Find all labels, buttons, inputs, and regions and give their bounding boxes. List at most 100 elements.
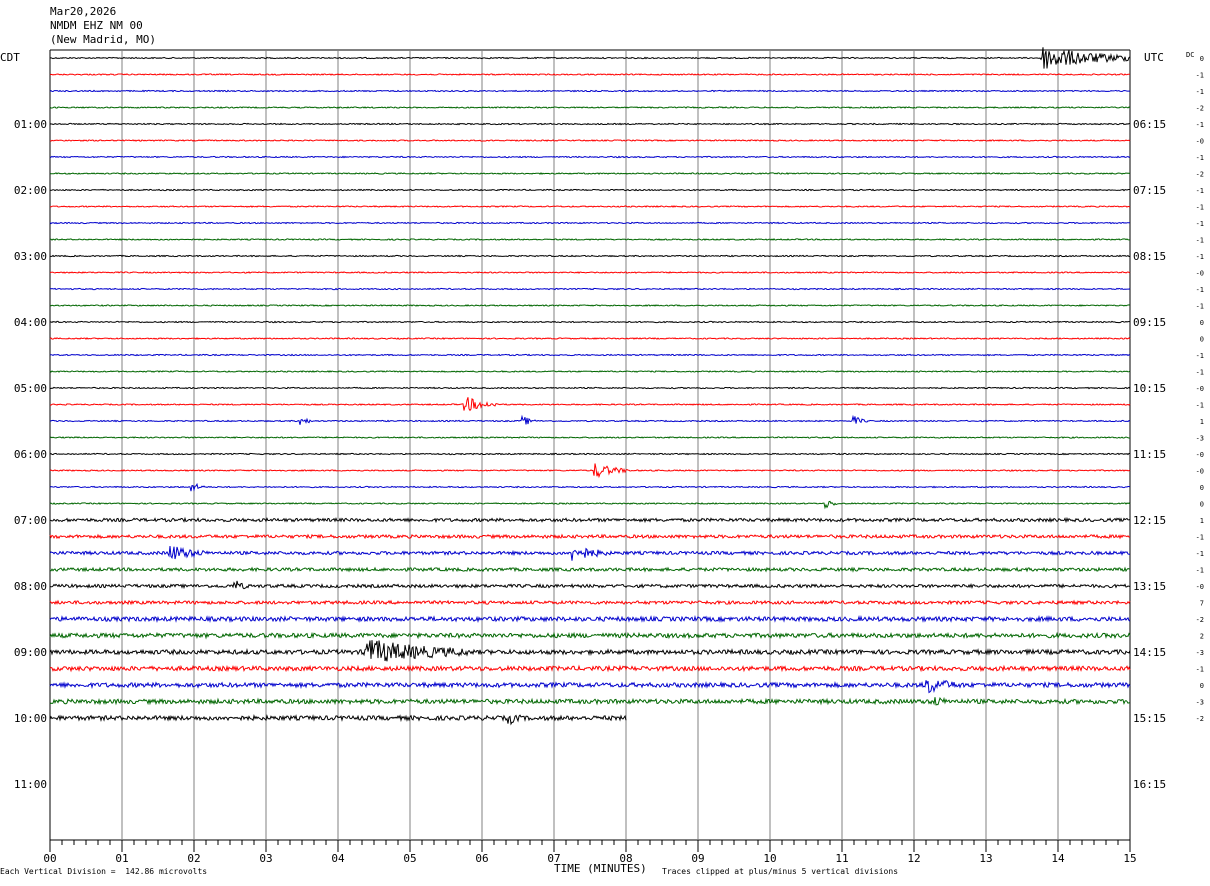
clip-note: Traces clipped at plus/minus 5 vertical … <box>662 867 899 876</box>
dc-offset-label: 0 <box>1200 55 1204 63</box>
dc-offset-label: -0 <box>1196 451 1204 459</box>
cdt-axis-label: CDT <box>0 51 20 64</box>
traces <box>49 47 1131 726</box>
cdt-hour-label: 08:00 <box>14 580 47 593</box>
seismic-trace-row <box>50 254 1131 258</box>
cdt-hour-label: 05:00 <box>14 382 47 395</box>
cdt-hour-label: 09:00 <box>14 646 47 659</box>
dc-offset-label: -3 <box>1196 435 1204 443</box>
seismic-trace-row <box>49 482 1131 492</box>
seismic-trace-row <box>49 516 1131 524</box>
dc-offset-label: -1 <box>1196 369 1204 377</box>
dc-offset-label: -1 <box>1196 154 1204 162</box>
cdt-hour-label: 01:00 <box>14 118 47 131</box>
utc-hour-label: 11:15 <box>1133 448 1166 461</box>
dc-offset-label: -0 <box>1196 138 1204 146</box>
seismic-trace-row <box>49 640 1131 662</box>
dc-column-label: DC <box>1186 51 1194 59</box>
x-tick-label: 03 <box>259 852 272 865</box>
seismic-trace-row <box>49 545 1130 561</box>
seismic-trace-row <box>49 47 1131 69</box>
seismic-trace-row <box>49 337 1131 340</box>
dc-offset-label: -1 <box>1196 303 1204 311</box>
cdt-hour-label: 07:00 <box>14 514 47 527</box>
dc-offset-label: -1 <box>1196 567 1204 575</box>
dc-offset-label: -2 <box>1196 171 1204 179</box>
dc-offset-label: -2 <box>1196 715 1204 723</box>
dc-offset-label: -3 <box>1196 649 1204 657</box>
dc-offset-label: 7 <box>1200 600 1204 608</box>
seismic-trace-row <box>49 631 1131 640</box>
x-tick-label: 04 <box>331 852 345 865</box>
dc-offset-label: 1 <box>1200 517 1204 525</box>
x-tick-label: 10 <box>763 852 776 865</box>
cdt-hour-label: 10:00 <box>14 712 47 725</box>
seismic-trace-row <box>49 714 627 726</box>
seismic-trace-row <box>49 73 1131 76</box>
dc-offset-label: -1 <box>1196 121 1204 129</box>
utc-hour-label: 06:15 <box>1133 118 1166 131</box>
dc-offset-label: -1 <box>1196 352 1204 360</box>
utc-hour-label: 15:15 <box>1133 712 1166 725</box>
dc-offset-label: 0 <box>1200 336 1204 344</box>
utc-hour-label: 08:15 <box>1133 250 1166 263</box>
utc-axis-label: UTC <box>1144 51 1164 64</box>
cdt-hour-label: 03:00 <box>14 250 47 263</box>
dc-offset-label: -1 <box>1196 72 1204 80</box>
seismic-trace-row <box>49 287 1131 291</box>
cdt-hour-label: 06:00 <box>14 448 47 461</box>
seismic-trace-row <box>49 353 1131 357</box>
seismic-trace-row <box>49 89 1130 93</box>
dc-offset-label: -1 <box>1196 204 1204 212</box>
axis-labels: 00 01 02 03 04 05 06 07 08 09 10 11 12 13 14 1501:0002:… <box>14 55 1204 865</box>
seismic-trace-row <box>49 188 1130 192</box>
utc-hour-label: 07:15 <box>1133 184 1166 197</box>
plot-header: Mar20,2026 NMDM EHZ NM 00 (New Madrid, M… <box>50 5 156 47</box>
dc-offset-label: -0 <box>1196 583 1204 591</box>
seismic-trace-row <box>49 238 1130 241</box>
seismic-trace-row <box>49 122 1131 126</box>
x-tick-label: 08 <box>619 852 632 865</box>
station-label: NMDM EHZ NM 00 <box>50 19 143 32</box>
seismic-trace-row <box>49 580 1131 590</box>
seismic-trace-row <box>49 304 1131 307</box>
dc-offset-label: -1 <box>1196 534 1204 542</box>
cdt-hour-label: 02:00 <box>14 184 47 197</box>
x-tick-label: 11 <box>835 852 848 865</box>
seismic-trace-row <box>49 500 1131 510</box>
seismic-trace-row <box>49 370 1131 373</box>
dc-offset-label: 1 <box>1200 418 1204 426</box>
dc-offset-label: 0 <box>1200 319 1204 327</box>
location-label: (New Madrid, MO) <box>50 33 156 46</box>
x-tick-label: 09 <box>691 852 704 865</box>
seismic-trace-row <box>49 106 1131 109</box>
dc-offset-label: -1 <box>1196 220 1204 228</box>
seismic-trace-row <box>49 320 1131 324</box>
dc-offset-label: -1 <box>1196 237 1204 245</box>
x-tick-label: 07 <box>547 852 560 865</box>
dc-offset-label: -1 <box>1196 187 1204 195</box>
x-tick-label: 15 <box>1123 852 1136 865</box>
seismic-trace-row <box>49 139 1131 142</box>
x-tick-label: 13 <box>979 852 992 865</box>
utc-hour-label: 14:15 <box>1133 646 1166 659</box>
seismic-trace-row <box>49 221 1131 225</box>
dc-offset-label: -1 <box>1196 286 1204 294</box>
grid <box>49 49 1131 852</box>
seismic-trace-row <box>49 155 1131 159</box>
x-tick-label: 12 <box>907 852 920 865</box>
dc-offset-label: 2 <box>1200 633 1204 641</box>
dc-offset-label: -1 <box>1196 253 1204 261</box>
x-tick-label: 00 <box>43 852 56 865</box>
dc-offset-label: 0 <box>1200 682 1204 690</box>
dc-offset-label: -1 <box>1196 402 1204 410</box>
dc-offset-label: -2 <box>1196 105 1204 113</box>
dc-offset-label: -0 <box>1196 468 1204 476</box>
utc-hour-label: 09:15 <box>1133 316 1166 329</box>
seismic-trace-row <box>49 599 1131 606</box>
dc-offset-label: -2 <box>1196 616 1204 624</box>
seismic-trace-row <box>49 614 1131 623</box>
seismic-trace-row <box>49 436 1131 439</box>
seismic-trace-row <box>49 397 1131 412</box>
dc-offset-label: -1 <box>1196 88 1204 96</box>
